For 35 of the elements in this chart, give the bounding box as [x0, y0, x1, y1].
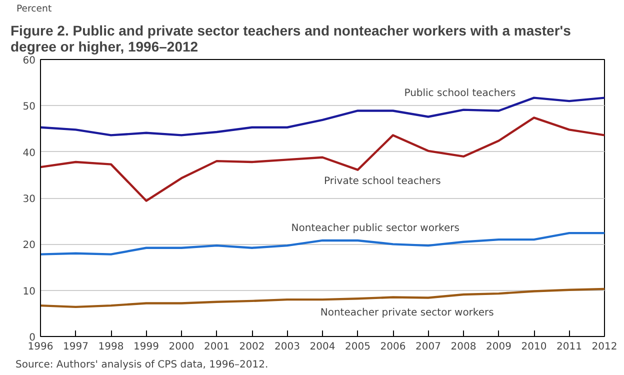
series-label: Private school teachers: [324, 176, 441, 187]
x-tick-label: 2004: [310, 342, 336, 352]
x-tick-label: 1996: [28, 342, 54, 352]
x-tick-label: 2008: [450, 342, 476, 352]
x-tick-label: 2002: [239, 342, 265, 352]
x-tick-label: 1997: [63, 342, 88, 352]
x-tick-label: 2001: [204, 342, 230, 352]
chart-title: Figure 2. Public and private sector teachers and nonteacher workers with a master's degree or higher, 1996–2012: [10, 22, 572, 54]
y-tick-label: 0: [29, 332, 36, 344]
line-series: [40, 288, 604, 308]
line-series: [40, 232, 604, 256]
y-tick-label: 40: [22, 148, 36, 159]
series-label: Nonteacher private sector workers: [320, 307, 494, 318]
x-tick-label: 2007: [416, 342, 441, 352]
x-tick-label: 1998: [98, 342, 124, 352]
series-label: Public school teachers: [404, 88, 516, 100]
line-series: [40, 96, 604, 136]
line-series: [40, 116, 604, 202]
x-tick-label: 2011: [556, 342, 582, 352]
source-note: Source: Authors' analysis of CPS data, 1996–2012.: [16, 360, 268, 370]
y-tick-label: 60: [22, 56, 36, 66]
x-tick-label: 2009: [486, 342, 512, 352]
x-tick-label: 2003: [274, 342, 300, 352]
y-tick-label: 10: [22, 286, 36, 298]
x-tick-label: 2012: [592, 342, 618, 352]
x-tick-label: 2010: [521, 342, 547, 352]
y-tick-label: 30: [22, 194, 36, 205]
series-label: Nonteacher public sector workers: [291, 222, 460, 234]
y-tick-label: 50: [22, 102, 36, 113]
x-tick-label: 2005: [345, 342, 370, 352]
x-tick-label: 2000: [168, 342, 194, 352]
x-tick-label: 2006: [380, 342, 406, 352]
y-axis-title: Percent: [16, 4, 52, 14]
x-tick-label: 1999: [134, 342, 159, 352]
y-tick-label: 20: [22, 240, 36, 252]
